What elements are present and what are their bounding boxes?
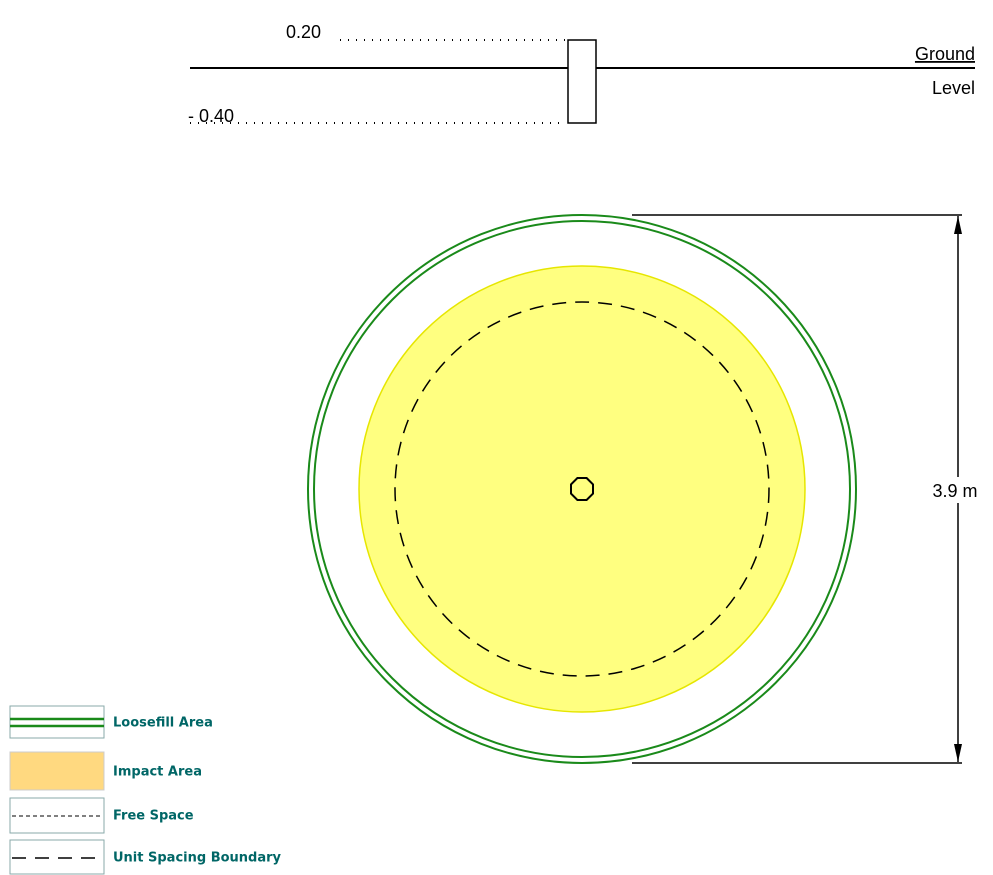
unit-spacing-boundary — [394, 301, 770, 677]
unit-symbol — [570, 477, 594, 501]
dimension-label: 3.9 m — [932, 481, 977, 501]
loosefill-outer — [307, 214, 857, 764]
legend-swatch — [9, 751, 105, 791]
dimension-label-bg — [920, 477, 988, 503]
arrow-down — [954, 744, 962, 762]
ground-label: Ground — [915, 44, 975, 64]
legend-label: Unit Spacing Boundary — [113, 851, 282, 866]
arrow-up — [954, 216, 962, 234]
legend-swatch — [9, 705, 105, 739]
top-level-label: 0.20 — [286, 22, 321, 42]
unit-section — [567, 39, 597, 124]
loosefill-inner — [313, 220, 851, 758]
legend-label: Free Space — [113, 809, 194, 824]
legend-swatch — [9, 839, 105, 875]
impact-area — [358, 265, 806, 713]
legend-label: Impact Area — [113, 765, 202, 780]
legend-label: Loosefill Area — [113, 716, 213, 731]
bottom-level-label: - 0.40 — [188, 106, 234, 126]
level-label: Level — [932, 78, 975, 98]
